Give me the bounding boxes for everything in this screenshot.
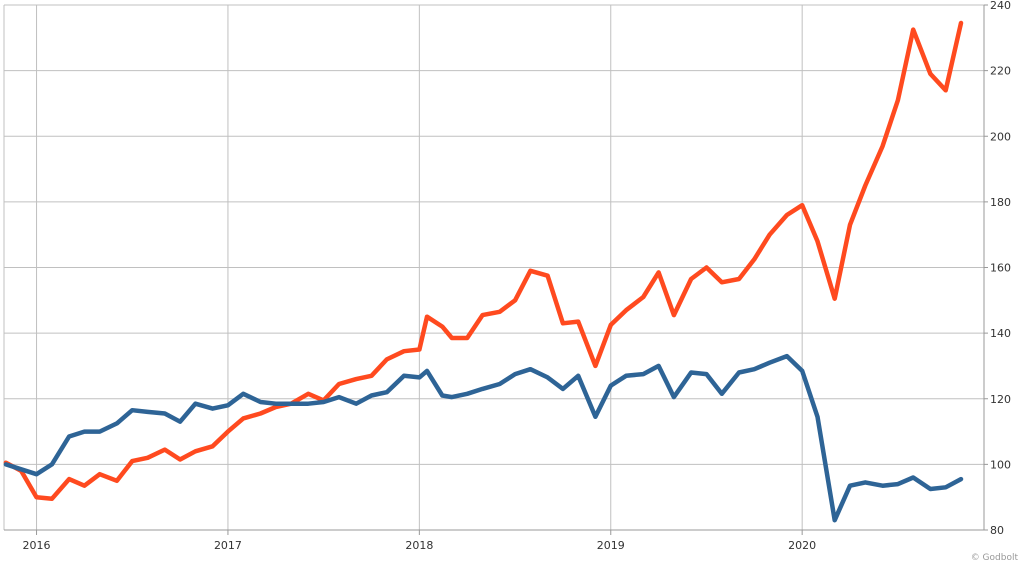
y-tick-label: 140 xyxy=(990,327,1011,340)
y-tick-label: 200 xyxy=(990,130,1011,143)
x-tick-label: 2018 xyxy=(405,539,433,552)
y-tick-label: 220 xyxy=(990,65,1011,78)
series-line-2 xyxy=(3,353,964,523)
y-tick-label: 240 xyxy=(990,0,1011,12)
x-tick-label: 2020 xyxy=(788,539,816,552)
x-tick-label: 2017 xyxy=(214,539,242,552)
series-line-1 xyxy=(3,20,964,502)
credit-text: © Godbolt xyxy=(971,553,1019,562)
y-tick-label: 80 xyxy=(990,524,1004,537)
y-tick-label: 120 xyxy=(990,393,1011,406)
gridlines xyxy=(3,4,984,531)
y-tick-label: 160 xyxy=(990,262,1011,275)
series-lines xyxy=(3,20,964,523)
axes: 80 100 120 140 160 180 200 220 240 2016 2017 2018 20… xyxy=(4,0,1011,552)
x-tick-label: 2019 xyxy=(597,539,625,552)
y-tick-label: 100 xyxy=(990,458,1011,471)
x-tick-label: 2016 xyxy=(23,539,51,552)
y-tick-label: 180 xyxy=(990,196,1011,209)
